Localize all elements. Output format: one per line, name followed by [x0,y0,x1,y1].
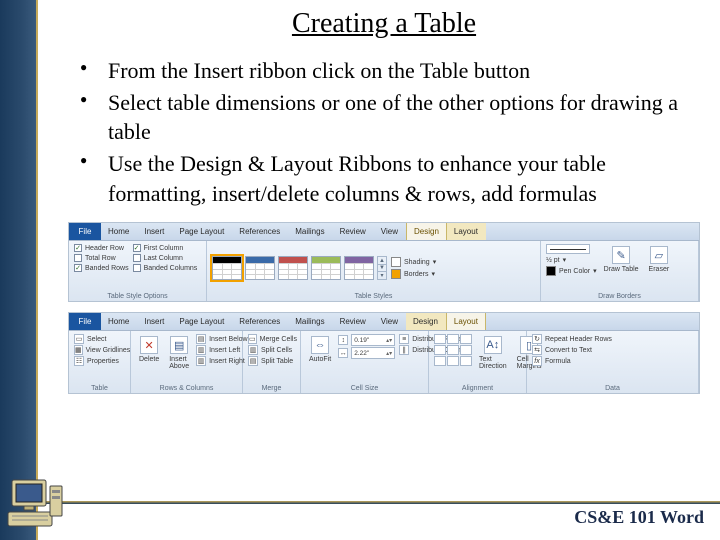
pen-color[interactable]: Pen Color ▾ [546,266,597,276]
view-gridlines-button[interactable]: ▦View Gridlines [74,345,125,355]
group-label: Cell Size [306,384,423,392]
slide-content: Creating a Table From the Insert ribbon … [40,0,720,540]
borders-button[interactable]: Borders ▾ [391,269,436,279]
tab-insert[interactable]: Insert [137,313,172,330]
draw-table-button[interactable]: ✎Draw Table [601,244,642,275]
eraser-button[interactable]: ▱Eraser [646,244,673,275]
chk-total-row[interactable]: Total Row [74,254,129,262]
tab-pagelayout[interactable]: Page Layout [172,223,232,240]
convert-text-button[interactable]: ⇆Convert to Text [532,345,693,355]
insert-left-button[interactable]: ▥Insert Left [196,345,248,355]
bullet-list: From the Insert ribbon click on the Tabl… [68,56,700,208]
split-cells-button[interactable]: ▥Split Cells [248,345,295,355]
tab-references[interactable]: References [232,313,288,330]
group-label: Table [74,384,125,392]
tab-references[interactable]: References [232,223,288,240]
group-label: Data [532,384,693,392]
autofit-button[interactable]: ⇔AutoFit [306,334,334,365]
tab-layout[interactable]: Layout [447,223,486,240]
group-label: Rows & Columns [136,384,237,392]
bullet-item: From the Insert ribbon click on the Tabl… [86,56,700,86]
insert-above-button[interactable]: ▤Insert Above [166,334,192,372]
group-merge: ▭Merge Cells ▥Split Cells ▤Split Table M… [243,331,301,393]
chk-first-col[interactable]: First Column [133,244,198,252]
file-tab[interactable]: File [69,223,101,240]
chk-header-row[interactable]: Header Row [74,244,129,252]
footer-divider [40,501,720,504]
shading-button[interactable]: Shading ▾ [391,257,436,267]
formula-button[interactable]: fxFormula [532,356,693,366]
pen-style[interactable] [546,244,590,254]
properties-button[interactable]: ☷Properties [74,356,125,366]
group-rows-columns: ✕Delete ▤Insert Above ▤Insert Below ▥Ins… [131,331,243,393]
tab-design[interactable]: Design [406,313,446,330]
tab-mailings[interactable]: Mailings [288,223,332,240]
tab-design[interactable]: Design [406,223,447,240]
tab-mailings[interactable]: Mailings [288,313,332,330]
pen-weight[interactable]: ½ pt ▾ [546,256,597,264]
alignment-grid[interactable] [434,334,472,366]
height-spinner[interactable]: 0.19"▴▾ [351,334,395,346]
chk-banded-rows[interactable]: Banded Rows [74,264,129,272]
gallery-scroll[interactable]: ▲▼▾ [377,256,387,280]
tab-pagelayout[interactable]: Page Layout [172,313,232,330]
width-spinner[interactable]: 2.22"▴▾ [351,347,395,359]
group-alignment: A↕Text Direction ▯Cell Margins Alignment [429,331,527,393]
tab-layout[interactable]: Layout [446,313,486,330]
ribbon-design: File Home Insert Page Layout References … [68,222,700,302]
tab-home[interactable]: Home [101,223,137,240]
tab-view[interactable]: View [374,313,406,330]
repeat-header-button[interactable]: ↻Repeat Header Rows [532,334,693,344]
footer-text: CS&E 101 Word [574,507,704,528]
group-draw-borders: ½ pt ▾ Pen Color ▾ ✎Draw Table ▱Eraser D… [541,241,699,301]
tab-insert[interactable]: Insert [137,223,172,240]
group-data: ↻Repeat Header Rows ⇆Convert to Text fxF… [527,331,699,393]
bullet-item: Use the Design & Layout Ribbons to enhan… [86,149,700,208]
tab-review[interactable]: Review [333,223,374,240]
delete-button[interactable]: ✕Delete [136,334,162,365]
tab-review[interactable]: Review [333,313,374,330]
group-label: Alignment [434,384,521,392]
group-label: Table Style Options [74,292,201,300]
group-table: ▭Select ▦View Gridlines ☷Properties Tabl… [69,331,131,393]
table-style-gallery[interactable]: ▲▼▾ [212,256,387,280]
chk-banded-cols[interactable]: Banded Columns [133,264,198,272]
group-label: Merge [248,384,295,392]
insert-right-button[interactable]: ▥Insert Right [196,356,248,366]
ribbon-layout: File Home Insert Page Layout References … [68,312,700,394]
merge-cells-button[interactable]: ▭Merge Cells [248,334,295,344]
text-direction-button[interactable]: A↕Text Direction [476,334,510,372]
slide-title: Creating a Table [68,8,700,40]
tab-bar: File Home Insert Page Layout References … [69,313,699,331]
group-label: Draw Borders [546,292,693,300]
group-label: Table Styles [212,292,535,300]
group-cell-size: ⇔AutoFit ↕0.19"▴▾ ↔2.22"▴▾ ≡Distribute R… [301,331,429,393]
group-table-style-options: Header Row Total Row Banded Rows First C… [69,241,207,301]
insert-below-button[interactable]: ▤Insert Below [196,334,248,344]
computer-icon [4,476,68,534]
tab-home[interactable]: Home [101,313,137,330]
group-table-styles: ▲▼▾ Shading ▾ Borders ▾ Table Styles [207,241,541,301]
slide-sidebar [0,0,38,540]
chk-last-col[interactable]: Last Column [133,254,198,262]
bullet-item: Select table dimensions or one of the ot… [86,88,700,147]
tab-bar: File Home Insert Page Layout References … [69,223,699,241]
split-table-button[interactable]: ▤Split Table [248,356,295,366]
tab-view[interactable]: View [374,223,406,240]
select-button[interactable]: ▭Select [74,334,125,344]
file-tab[interactable]: File [69,313,101,330]
